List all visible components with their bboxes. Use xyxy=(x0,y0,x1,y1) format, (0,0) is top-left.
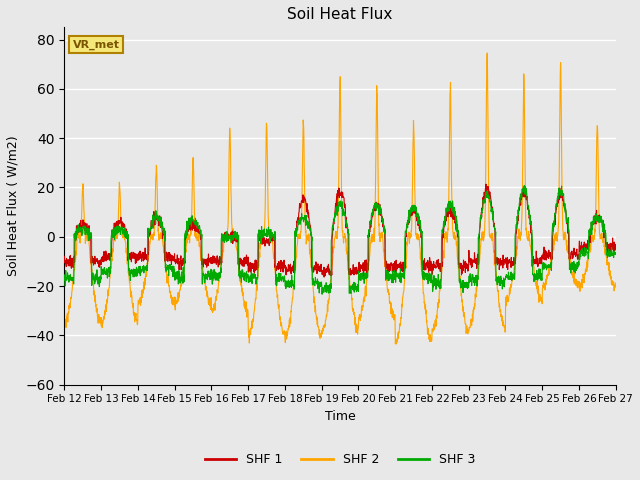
Legend: SHF 1, SHF 2, SHF 3: SHF 1, SHF 2, SHF 3 xyxy=(200,448,480,471)
Y-axis label: Soil Heat Flux ( W/m2): Soil Heat Flux ( W/m2) xyxy=(7,136,20,276)
Title: Soil Heat Flux: Soil Heat Flux xyxy=(287,7,393,22)
Text: VR_met: VR_met xyxy=(73,40,120,50)
X-axis label: Time: Time xyxy=(324,410,355,423)
